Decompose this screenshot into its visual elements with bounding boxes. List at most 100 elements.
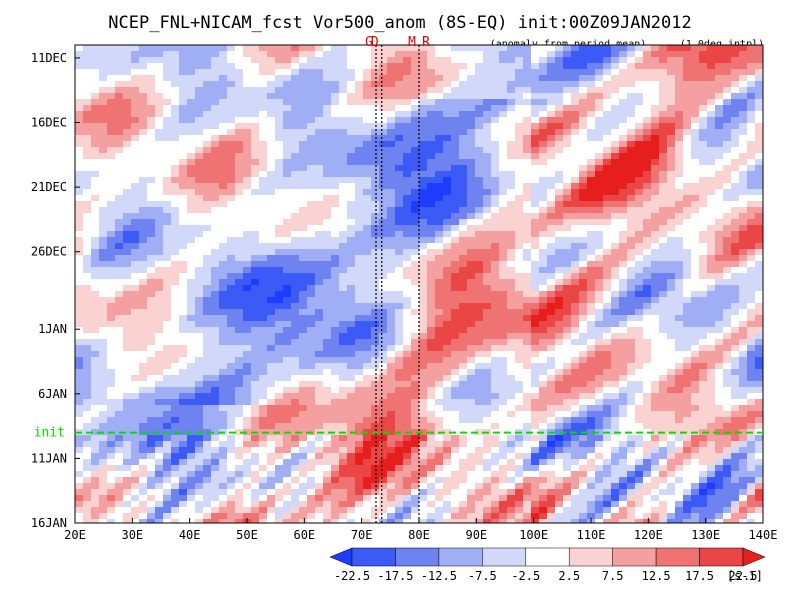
field-cell — [291, 51, 300, 58]
field-cell — [571, 231, 580, 238]
field-cell — [355, 75, 364, 82]
field-cell — [499, 249, 508, 256]
field-cell — [155, 237, 164, 244]
field-cell — [275, 363, 284, 370]
field-cell — [579, 147, 588, 154]
field-cell — [83, 135, 92, 142]
field-cell — [203, 51, 212, 58]
field-cell — [339, 327, 348, 334]
field-cell — [587, 177, 596, 184]
field-cell — [147, 207, 156, 214]
field-cell — [355, 321, 364, 328]
field-cell — [483, 153, 492, 160]
field-cell — [539, 87, 548, 94]
field-cell — [739, 171, 748, 178]
field-cell — [403, 357, 412, 364]
field-cell — [659, 333, 668, 340]
field-cell — [211, 219, 220, 226]
field-cell — [595, 309, 604, 316]
field-cell — [539, 159, 548, 166]
field-cell — [187, 51, 196, 58]
field-cell — [91, 309, 100, 316]
field-cell — [331, 339, 340, 346]
field-cell — [627, 225, 636, 232]
field-cell — [755, 243, 763, 250]
field-cell — [171, 213, 180, 220]
field-cell — [523, 123, 532, 130]
field-cell — [483, 213, 492, 220]
field-cell — [611, 87, 620, 94]
field-cell — [371, 363, 380, 370]
field-cell — [411, 141, 420, 148]
field-cell — [363, 117, 372, 124]
field-cell — [491, 375, 500, 382]
field-cell — [363, 183, 372, 190]
field-cell — [211, 177, 220, 184]
field-cell — [459, 315, 468, 322]
field-cell — [251, 99, 260, 106]
field-cell — [283, 99, 292, 106]
field-cell — [523, 105, 532, 112]
field-cell — [75, 363, 84, 370]
field-cell — [699, 213, 708, 220]
field-cell — [723, 375, 732, 382]
field-cell — [579, 111, 588, 118]
field-cell — [643, 117, 652, 124]
field-cell — [483, 285, 492, 292]
field-cell — [203, 351, 212, 358]
field-cell — [651, 201, 660, 208]
field-cell — [547, 99, 556, 106]
field-cell — [163, 171, 172, 178]
field-cell — [131, 345, 140, 352]
field-cell — [595, 225, 604, 232]
field-cell — [451, 75, 460, 82]
field-cell — [475, 381, 484, 388]
field-cell — [323, 51, 332, 58]
field-cell — [483, 303, 492, 310]
field-cell — [467, 231, 476, 238]
field-cell — [483, 189, 492, 196]
field-cell — [299, 309, 308, 316]
field-cell — [403, 201, 412, 208]
field-cell — [235, 147, 244, 154]
field-cell — [667, 111, 676, 118]
field-cell — [99, 249, 108, 256]
field-cell — [155, 345, 164, 352]
field-cell — [403, 63, 412, 70]
field-cell — [579, 213, 588, 220]
field-cell — [347, 129, 356, 136]
field-cell — [371, 303, 380, 310]
field-cell — [723, 327, 732, 334]
field-cell — [579, 315, 588, 322]
field-cell — [675, 87, 684, 94]
field-cell — [467, 369, 476, 376]
field-cell — [291, 123, 300, 130]
field-cell — [123, 75, 132, 82]
field-cell — [723, 69, 732, 76]
field-cell — [611, 327, 620, 334]
field-cell — [131, 381, 140, 388]
field-cell — [667, 345, 676, 352]
field-cell — [595, 159, 604, 166]
field-cell — [371, 357, 380, 364]
field-cell — [83, 369, 92, 376]
field-cell — [139, 267, 148, 274]
field-cell — [699, 117, 708, 124]
field-cell — [331, 123, 340, 130]
field-cell — [363, 129, 372, 136]
field-cell — [619, 381, 628, 388]
field-cell — [411, 165, 420, 172]
field-cell — [219, 63, 228, 70]
field-cell — [75, 351, 84, 358]
field-cell — [443, 297, 452, 304]
field-cell — [395, 75, 404, 82]
field-cell — [355, 387, 364, 394]
field-cell — [571, 303, 580, 310]
field-cell — [451, 225, 460, 232]
field-cell — [595, 213, 604, 220]
field-cell — [147, 273, 156, 280]
field-cell — [443, 315, 452, 322]
field-cell — [619, 159, 628, 166]
field-cell — [547, 255, 556, 262]
field-cell — [291, 303, 300, 310]
